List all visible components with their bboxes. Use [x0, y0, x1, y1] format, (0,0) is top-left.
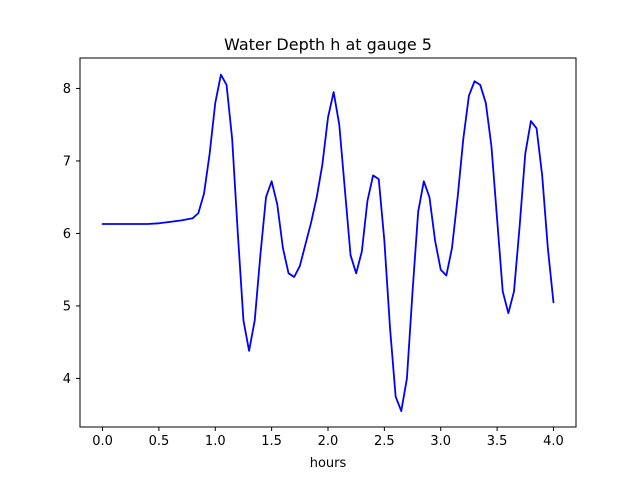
x-tick-label: 3.5: [487, 434, 508, 449]
y-tick-label: 6: [63, 227, 71, 242]
x-tick-label: 2.5: [374, 434, 395, 449]
x-tick-label: 3.0: [430, 434, 451, 449]
series-line-0: [101, 73, 555, 412]
x-tick-label: 4.0: [543, 434, 564, 449]
x-tick-label: 2.0: [318, 434, 339, 449]
y-tick-label: 5: [63, 299, 71, 314]
x-tick-label: 1.5: [261, 434, 282, 449]
x-tick-label: 0.5: [149, 434, 170, 449]
x-tick-label: 1.0: [205, 434, 226, 449]
y-tick-label: 7: [63, 154, 71, 169]
x-axis-label: hours: [310, 456, 347, 471]
y-tick-label: 8: [63, 82, 71, 97]
y-tick-label: 4: [63, 372, 71, 387]
chart-title: Water Depth h at gauge 5: [224, 35, 432, 54]
axes: 0.0 0.5 1.0 1.5 2.0 2.5 3.0 3.5 4.0 4 5 6 7 8: [63, 57, 577, 449]
x-tick-label: 0.0: [92, 434, 113, 449]
plot-area: [101, 73, 555, 412]
